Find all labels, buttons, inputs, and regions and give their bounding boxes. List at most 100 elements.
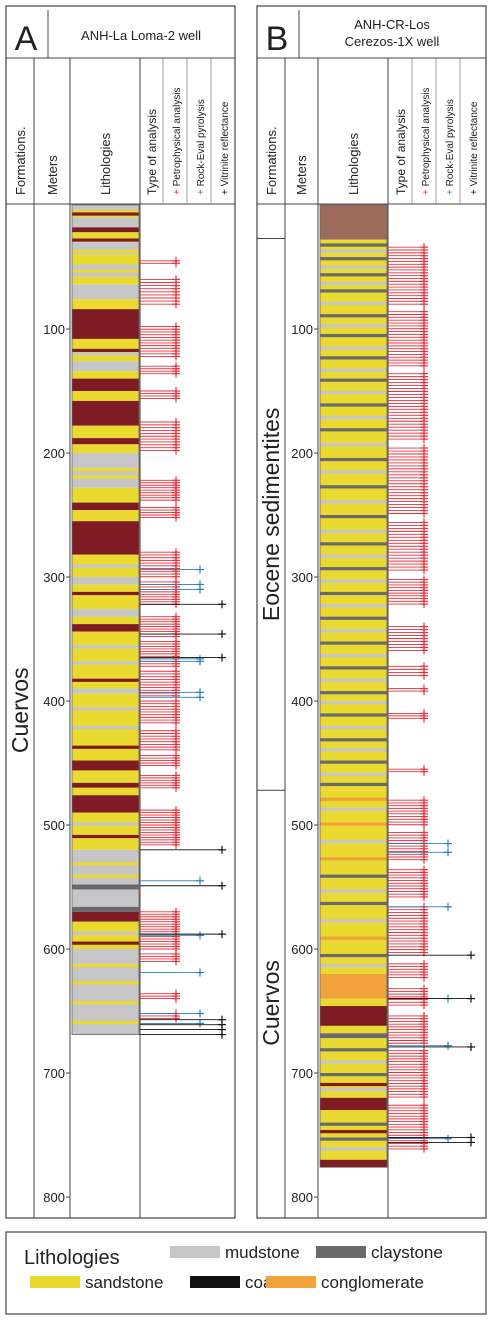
lithology-bed-sandstone [72, 510, 139, 522]
lithology-thin-bed-red_bed [320, 1130, 387, 1134]
panel-a-label-rock-eval: + Rock-Eval pyrolysis [196, 99, 207, 195]
panel-b-header-meters: Meters [294, 155, 309, 195]
lithology-bed-conglomerate [320, 973, 387, 999]
lithology-thin-bed-claystone [320, 760, 387, 764]
depth-tick-label: 200 [291, 446, 313, 461]
lithology-thin-bed-mudstone [320, 470, 387, 474]
formation-label: Eocene sedimentites [258, 408, 284, 622]
lithology-thin-bed-mudstone [320, 807, 387, 811]
depth-tick-label: 300 [43, 570, 65, 585]
lithology-thin-bed-claystone [320, 1048, 387, 1052]
lithology-thin-bed-claystone [320, 713, 387, 717]
depth-tick-label: 700 [43, 1066, 65, 1081]
lithology-bed-red_bed [72, 309, 139, 339]
panel-a-letter: A [15, 20, 38, 58]
lithology-thin-bed-mudstone [320, 889, 387, 893]
lithology-bed-sandstone [72, 921, 139, 949]
lithology-bed-sandstone [320, 790, 387, 974]
lithology-thin-bed-mudstone [320, 678, 387, 682]
panel-a-formations: Cuervos [7, 667, 33, 753]
lithology-bed-red_bed [72, 438, 139, 445]
depth-tick-label: 300 [291, 570, 313, 585]
lithology-thin-bed-mudstone [320, 725, 387, 729]
legend-swatch-sandstone [30, 1276, 80, 1288]
lithology-bed-sandstone [72, 787, 139, 796]
lithology-bed-mudstone [72, 609, 139, 617]
panel-a-label-petrophysical: + Petrophysical analysis [172, 87, 183, 195]
legend-frame [5, 1231, 487, 1315]
legend-swatch-claystone [316, 1246, 366, 1258]
lithology-thin-bed-mudstone [72, 707, 139, 711]
lithology-thin-bed-claystone [320, 243, 387, 247]
lithology-thin-bed-claystone [320, 953, 387, 958]
lithology-thin-bed-mudstone [320, 701, 387, 705]
lithology-thin-bed-claystone [320, 403, 387, 407]
lithology-thin-bed-claystone [320, 289, 387, 293]
lithology-thin-bed-claystone [320, 901, 387, 906]
lithology-thin-bed-claystone [320, 333, 387, 338]
lithology-thin-bed-sandstone [72, 475, 139, 479]
lithology-thin-bed-mudstone [72, 661, 139, 665]
panel-b-lithology-column [319, 204, 388, 1168]
lithology-bed-sandstone [72, 812, 139, 850]
lithology-thin-bed-claystone [320, 738, 387, 742]
lithology-bed-red_bed [72, 502, 139, 511]
lithology-bed-claystone [72, 906, 139, 912]
lithology-bed-red_bed [72, 378, 139, 391]
formation-label: Cuervos [7, 667, 33, 753]
lithology-thin-bed-claystone [320, 1122, 387, 1126]
lithology-bed-claystone [320, 1033, 387, 1039]
lithology-thin-bed-claystone [320, 428, 387, 432]
lithology-thin-bed-red_bed [72, 834, 139, 839]
lithology-thin-bed-sandstone [72, 963, 139, 968]
lithology-thin-bed-claystone [320, 257, 387, 261]
panel-b-label-rock-eval: + Rock-Eval pyrolysis [445, 99, 456, 195]
lithology-thin-bed-mudstone [320, 963, 387, 968]
depth-tick-label: 200 [43, 446, 65, 461]
lithology-bed-claystone [72, 884, 139, 890]
lithology-thin-bed-mudstone [320, 1087, 387, 1092]
lithology-thin-bed-sandstone [72, 981, 139, 985]
lithology-thin-bed-red_bed [72, 745, 139, 749]
lithology-column-outline [319, 204, 388, 1168]
lithology-bed-sandstone [72, 770, 139, 783]
panel-a-well-title: ANH-La Loma-2 well [81, 28, 201, 43]
lithology-bed-red_bed [320, 1159, 387, 1168]
lithology-column-outline [71, 204, 140, 1035]
panel-b-header-type-of-analysis: Type of analysis [394, 109, 408, 195]
panel-b-label-petrophysical: + Petrophysical analysis [421, 87, 432, 195]
lithology-bed-sandstone [72, 616, 139, 625]
legend-label-mudstone: mudstone [225, 1243, 300, 1262]
depth-tick-label: 600 [43, 942, 65, 957]
lithology-thin-bed-mudstone [320, 919, 387, 923]
panel-b-well-title-line-1: ANH-CR-Los [354, 17, 430, 32]
lithology-thin-bed-red_bed [320, 1082, 387, 1087]
lithology-thin-bed-red_bed [72, 591, 139, 596]
panel-b-label-vitrinite: + Vitrinite reflectance [469, 101, 480, 195]
depth-tick-label: 100 [43, 322, 65, 337]
lithology-thin-bed-claystone [320, 378, 387, 382]
legend-swatch-coal [190, 1276, 240, 1288]
panel-a-depth-axis: 100 200 300 400 500 600 700 800 [43, 322, 70, 1205]
lithology-thin-bed-mudstone [72, 822, 139, 826]
lithology-thin-bed-mudstone [320, 529, 387, 534]
lithology-thin-bed-mudstone [320, 1147, 387, 1151]
lithology-bed-red_bed [72, 624, 139, 632]
lithology-bed-mudstone [72, 949, 139, 1035]
legend-label-claystone: claystone [371, 1243, 443, 1262]
lithology-bed-sandstone [72, 299, 139, 310]
lithology-thin-bed-mudstone [72, 564, 139, 568]
panel-b-formations: Eocene sedimentites Cuervos [257, 237, 285, 1046]
lithology-thin-bed-claystone [320, 273, 387, 277]
panel-b: B ANH-CR-Los Cerezos-1X well Formations.… [256, 5, 487, 1219]
panel-a-header-type-of-analysis: Type of analysis [145, 109, 159, 195]
lithology-thin-bed-mudstone [320, 1060, 387, 1064]
lithology-bed-mudstone [72, 849, 139, 885]
lithology-thin-bed-mudstone [320, 368, 387, 372]
lithology-bed-red_bed [72, 911, 139, 922]
panel-a-header-meters: Meters [45, 155, 60, 195]
panel-b-well-title-line-2: Cerezos-1X well [345, 34, 440, 49]
lithology-bed-red_bed [72, 521, 139, 555]
lithology-thin-bed-mudstone [320, 346, 387, 350]
